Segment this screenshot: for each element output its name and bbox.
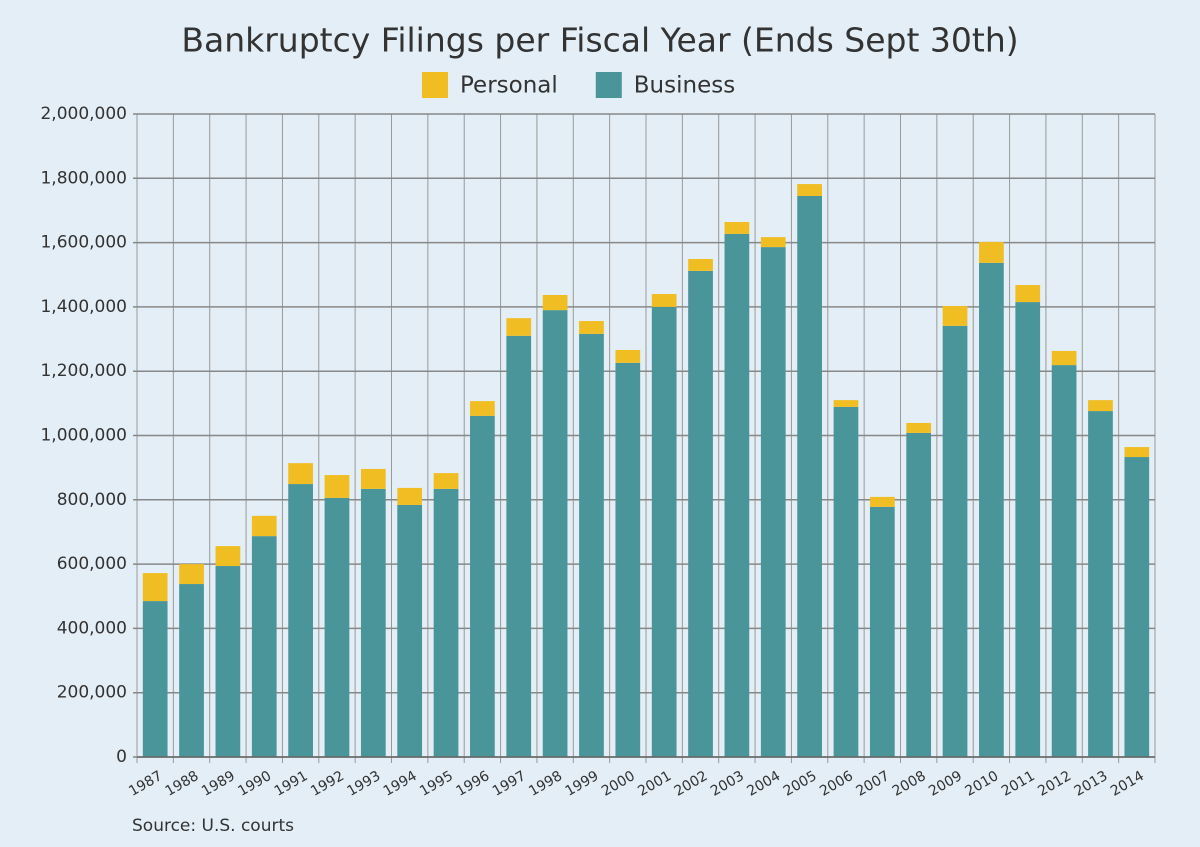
bar-segment [797, 184, 822, 196]
y-tick-label: 1,200,000 [40, 361, 127, 381]
bar-segment [906, 432, 932, 757]
bar-segment [797, 195, 822, 758]
y-tick-label: 2,000,000 [40, 104, 127, 124]
y-tick-label: 400,000 [57, 618, 127, 638]
bar-segment [760, 247, 786, 757]
bar-segment [142, 601, 168, 757]
bar-segment [1124, 447, 1150, 458]
bar-segment [179, 584, 204, 757]
bar-segment [906, 422, 932, 433]
legend-label: Business [634, 73, 735, 99]
y-tick-label: 1,000,000 [40, 426, 127, 446]
bar-segment [470, 415, 495, 757]
y-tick-label: 1,400,000 [40, 297, 127, 317]
bar-segment [760, 237, 786, 248]
bar-segment [397, 487, 423, 505]
bar-segment [433, 488, 459, 757]
bar-segment [506, 335, 532, 757]
bar-segment [251, 536, 277, 757]
bar-segment [433, 473, 459, 489]
bar-segment [288, 463, 313, 485]
bar-segment [288, 484, 313, 757]
bar-segment [215, 566, 241, 757]
bar-segment [1088, 411, 1113, 757]
legend-label: Personal [460, 73, 558, 99]
bar-segment [979, 262, 1004, 757]
bar-segment [470, 401, 495, 416]
bar-segment [979, 241, 1004, 263]
bar-segment [1051, 365, 1077, 757]
bar-segment [215, 546, 241, 567]
bar-segment [542, 295, 568, 311]
bar-segment [360, 468, 386, 489]
legend-swatch [595, 72, 622, 98]
bar-segment [651, 306, 677, 757]
bar-segment [1124, 457, 1150, 757]
bar-segment [688, 258, 713, 271]
bar-segment [833, 400, 859, 407]
bar-segment [724, 233, 750, 757]
bar-segment [615, 362, 641, 757]
bar-segment [651, 294, 677, 307]
y-tick-label: 0 [116, 747, 127, 767]
bar-segment [397, 504, 423, 757]
bar-segment [724, 222, 750, 234]
chart-title: Bankruptcy Filings per Fiscal Year (Ends… [181, 21, 1018, 60]
y-tick-label: 1,600,000 [40, 233, 127, 253]
bar-segment [942, 325, 968, 757]
y-tick-label: 200,000 [57, 683, 127, 703]
bar-segment [142, 573, 168, 602]
bar-segment [179, 564, 204, 585]
bar-segment [942, 305, 968, 326]
y-tick-label: 600,000 [57, 554, 127, 574]
bar-segment [1015, 285, 1041, 303]
bar-segment [833, 406, 859, 757]
bar-segment [324, 497, 350, 757]
bar-segment [869, 506, 895, 757]
bar-segment [1015, 302, 1041, 757]
legend-swatch [422, 72, 448, 98]
bar-segment [869, 496, 895, 507]
bar-segment [360, 488, 386, 757]
bar-segment [251, 515, 277, 537]
bar-segment [1051, 350, 1077, 366]
bar-segment [506, 318, 532, 336]
y-tick-label: 1,800,000 [40, 168, 127, 188]
bar-segment [324, 475, 350, 498]
source-note: Source: U.S. courts [132, 816, 294, 836]
bar-segment [615, 349, 641, 363]
y-tick-label: 800,000 [57, 490, 127, 510]
bar-segment [1088, 400, 1113, 412]
bar-segment [688, 270, 713, 757]
bar-segment [579, 321, 604, 334]
bar-segment [542, 310, 568, 757]
bar-segment [579, 333, 604, 757]
